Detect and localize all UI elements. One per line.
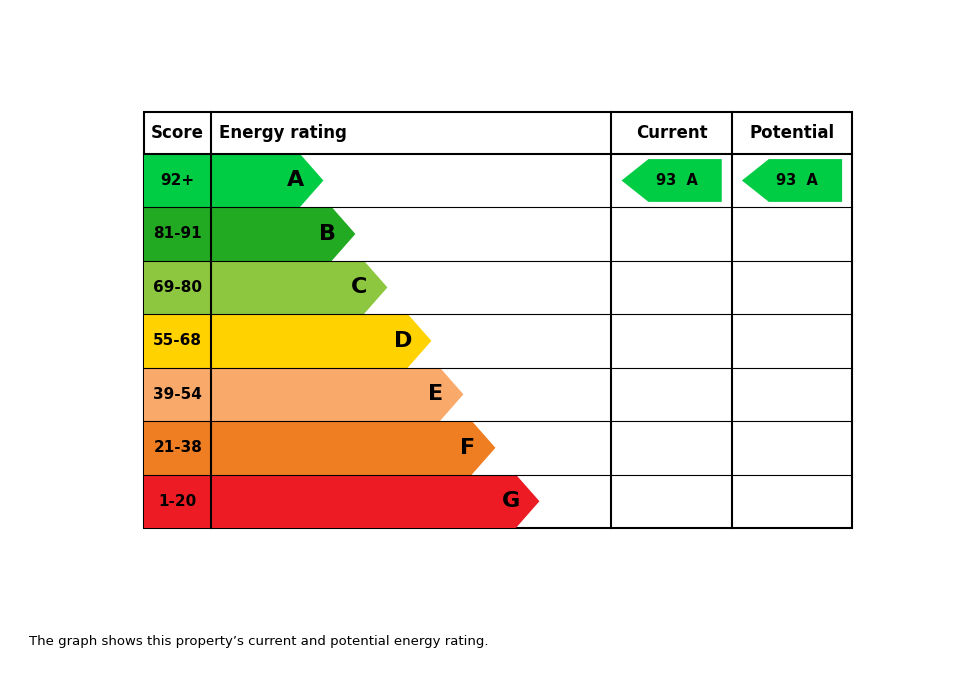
Bar <box>144 421 211 475</box>
Text: 1-20: 1-20 <box>158 493 197 509</box>
Bar <box>211 207 331 261</box>
Polygon shape <box>516 475 539 528</box>
Bar <box>144 154 211 207</box>
Polygon shape <box>331 207 356 261</box>
Polygon shape <box>440 368 464 421</box>
Text: 39-54: 39-54 <box>154 387 202 402</box>
Text: B: B <box>319 224 335 244</box>
Text: 93  A: 93 A <box>656 173 698 188</box>
Polygon shape <box>742 159 842 202</box>
Text: 81-91: 81-91 <box>154 226 202 242</box>
Bar <box>144 207 211 261</box>
Text: C: C <box>351 277 367 298</box>
Polygon shape <box>471 421 496 475</box>
Polygon shape <box>364 261 388 314</box>
Bar <box>211 261 364 314</box>
Text: A: A <box>287 171 304 190</box>
Bar <box>211 154 299 207</box>
Text: E: E <box>428 384 442 404</box>
Bar <box>144 475 211 528</box>
Bar <box>211 475 516 528</box>
Bar <box>144 261 211 314</box>
Polygon shape <box>299 154 324 207</box>
Text: 55-68: 55-68 <box>154 333 202 348</box>
Text: G: G <box>503 491 520 511</box>
Bar <box>211 368 440 421</box>
Text: F: F <box>460 438 474 458</box>
Polygon shape <box>408 314 432 368</box>
Bar <box>211 421 471 475</box>
Text: Potential: Potential <box>749 124 835 142</box>
Text: 69-80: 69-80 <box>154 280 202 295</box>
Text: D: D <box>394 331 412 351</box>
Bar <box>144 368 211 421</box>
Text: 21-38: 21-38 <box>154 440 202 456</box>
Text: Score: Score <box>152 124 204 142</box>
Text: 92+: 92+ <box>160 173 194 188</box>
Text: 93  A: 93 A <box>777 173 818 188</box>
Text: Current: Current <box>636 124 708 142</box>
Text: Energy rating: Energy rating <box>219 124 347 142</box>
Bar <box>211 314 408 368</box>
Text: The graph shows this property’s current and potential energy rating.: The graph shows this property’s current … <box>29 634 489 648</box>
Polygon shape <box>621 159 722 202</box>
Bar <box>144 112 852 528</box>
Bar <box>144 314 211 368</box>
